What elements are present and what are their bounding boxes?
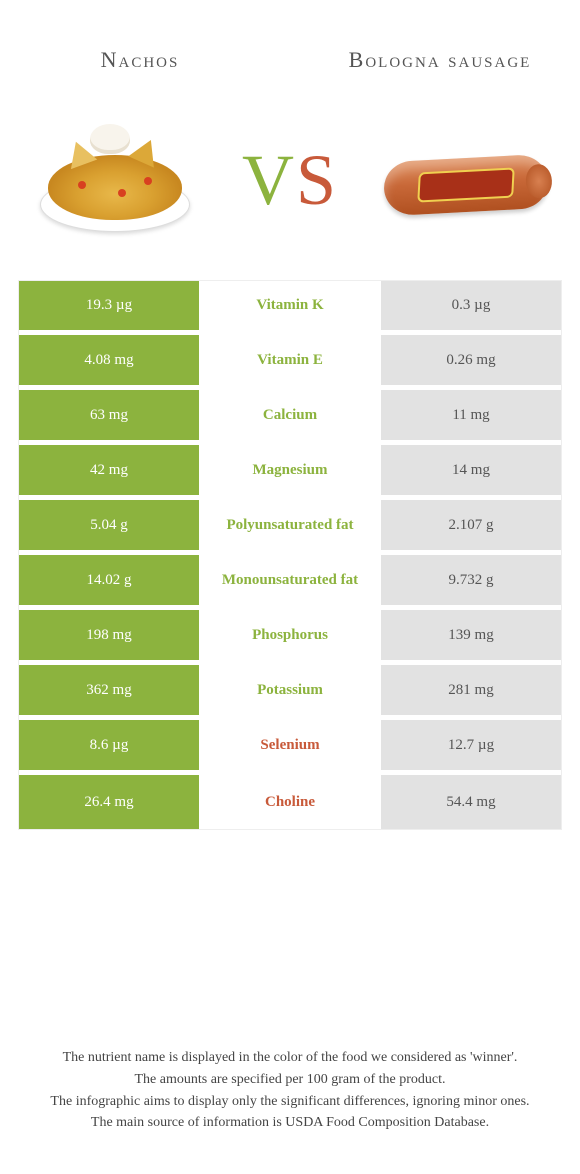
footer-line: The infographic aims to display only the… [30,1091,550,1113]
right-value: 54.4 mg [381,775,561,829]
nutrient-name: Choline [199,775,381,829]
right-value: 11 mg [381,390,561,440]
nutrient-row: 198 mgPhosphorus139 mg [19,610,561,665]
vs-label: VS [242,139,338,222]
nutrient-name: Potassium [199,665,381,715]
left-value: 362 mg [19,665,199,715]
nutrient-row: 19.3 µgVitamin K0.3 µg [19,280,561,335]
nutrient-row: 42 mgMagnesium14 mg [19,445,561,500]
images-row: VS [0,110,580,280]
left-value: 4.08 mg [19,335,199,385]
right-value: 0.26 mg [381,335,561,385]
footer-notes: The nutrient name is displayed in the co… [0,1047,580,1134]
left-value: 8.6 µg [19,720,199,770]
left-value: 26.4 mg [19,775,199,829]
right-value: 0.3 µg [381,281,561,330]
nutrient-name: Calcium [199,390,381,440]
nutrient-row: 63 mgCalcium11 mg [19,390,561,445]
right-value: 139 mg [381,610,561,660]
left-value: 42 mg [19,445,199,495]
header-row: Nachos Bologna sausage [0,0,580,110]
left-value: 198 mg [19,610,199,660]
nutrient-name: Monounsaturated fat [199,555,381,605]
right-food-title: Bologna sausage [340,47,540,73]
right-value: 14 mg [381,445,561,495]
left-food-title: Nachos [40,47,240,73]
nutrient-name: Selenium [199,720,381,770]
left-value: 14.02 g [19,555,199,605]
nutrient-name: Phosphorus [199,610,381,660]
right-value: 2.107 g [381,500,561,550]
left-value: 5.04 g [19,500,199,550]
left-value: 19.3 µg [19,281,199,330]
vs-v: V [242,140,296,220]
sausage-image [380,120,550,240]
right-value: 12.7 µg [381,720,561,770]
nutrient-row: 8.6 µgSelenium12.7 µg [19,720,561,775]
footer-line: The main source of information is USDA F… [30,1112,550,1134]
left-value: 63 mg [19,390,199,440]
nutrient-table: 19.3 µgVitamin K0.3 µg4.08 mgVitamin E0.… [18,280,562,830]
nutrient-name: Vitamin K [199,281,381,330]
right-value: 281 mg [381,665,561,715]
vs-s: S [296,140,338,220]
nutrient-row: 14.02 gMonounsaturated fat9.732 g [19,555,561,610]
right-value: 9.732 g [381,555,561,605]
nutrient-row: 4.08 mgVitamin E0.26 mg [19,335,561,390]
footer-line: The nutrient name is displayed in the co… [30,1047,550,1069]
nutrient-name: Magnesium [199,445,381,495]
nutrient-row: 26.4 mgCholine54.4 mg [19,775,561,830]
nutrient-name: Polyunsaturated fat [199,500,381,550]
nachos-image [30,120,200,240]
footer-line: The amounts are specified per 100 gram o… [30,1069,550,1091]
nutrient-name: Vitamin E [199,335,381,385]
nutrient-row: 5.04 gPolyunsaturated fat2.107 g [19,500,561,555]
nutrient-row: 362 mgPotassium281 mg [19,665,561,720]
